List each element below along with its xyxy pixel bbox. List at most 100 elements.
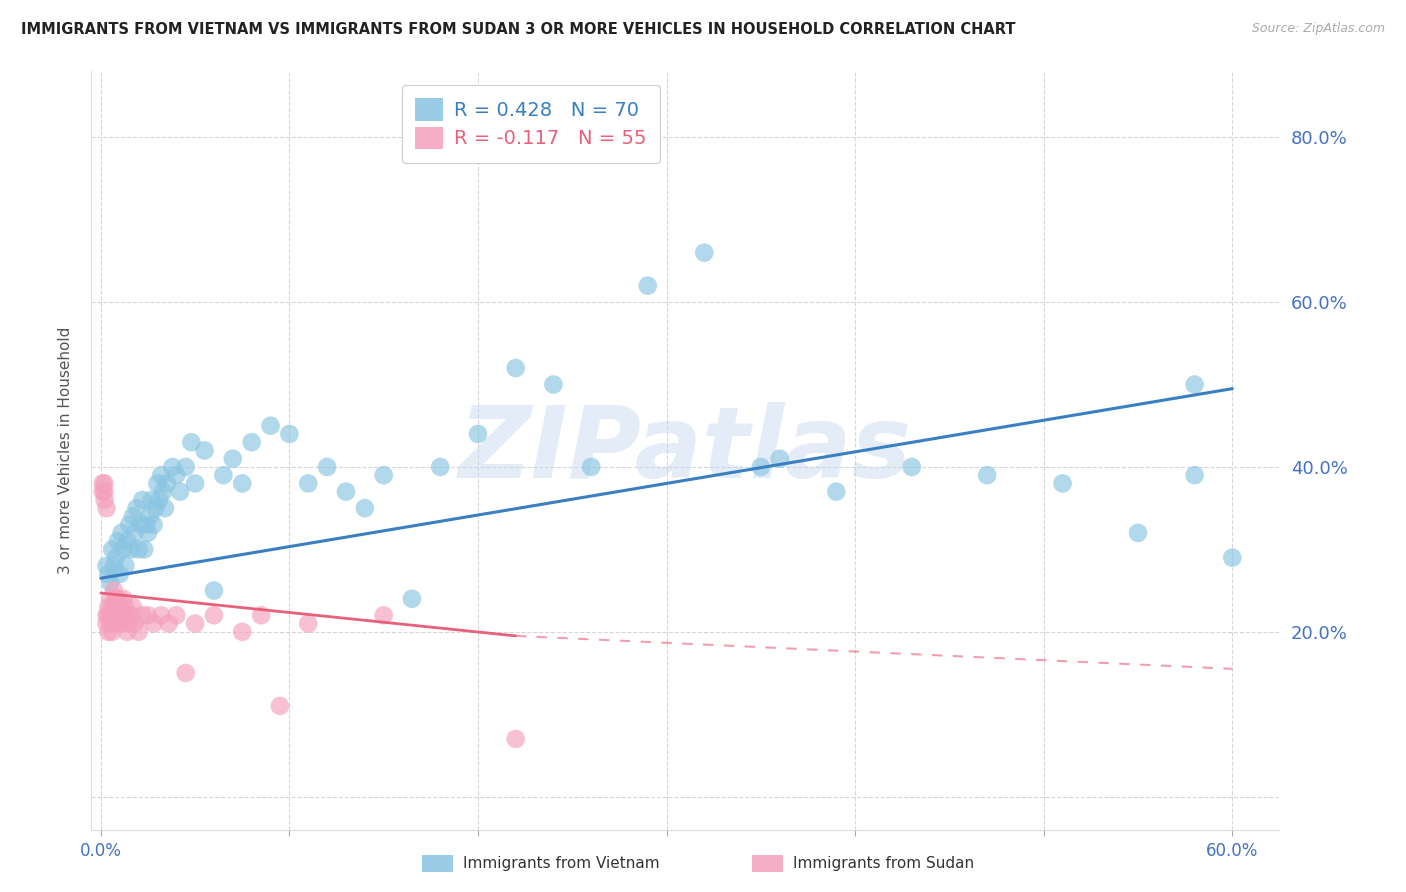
- Point: [101, 624, 124, 639]
- Point: [165, 468, 187, 483]
- Point: [120, 542, 142, 557]
- Point: [297, 616, 319, 631]
- Point: [749, 459, 772, 474]
- Text: Immigrants from Vietnam: Immigrants from Vietnam: [463, 856, 659, 871]
- Point: [353, 501, 375, 516]
- Point: [1052, 476, 1074, 491]
- Point: [131, 608, 153, 623]
- Point: [976, 468, 998, 483]
- Point: [165, 608, 187, 623]
- Point: [1220, 550, 1243, 565]
- Point: [145, 501, 167, 516]
- Point: [128, 542, 150, 557]
- Point: [101, 608, 124, 623]
- Point: [157, 616, 180, 631]
- Point: [101, 600, 124, 615]
- Point: [104, 616, 127, 631]
- Point: [769, 451, 792, 466]
- Point: [110, 608, 132, 623]
- Point: [122, 509, 145, 524]
- Point: [900, 459, 922, 474]
- Point: [637, 278, 659, 293]
- Point: [128, 624, 150, 639]
- Point: [505, 361, 527, 376]
- Point: [96, 558, 118, 573]
- Point: [124, 525, 146, 540]
- Point: [231, 624, 253, 639]
- Point: [134, 542, 156, 557]
- Point: [107, 534, 129, 549]
- Point: [122, 600, 145, 615]
- Point: [93, 492, 115, 507]
- Point: [124, 616, 146, 631]
- Point: [107, 591, 129, 606]
- Point: [97, 624, 120, 639]
- Point: [139, 509, 162, 524]
- Point: [250, 608, 273, 623]
- Point: [97, 567, 120, 582]
- Point: [543, 377, 565, 392]
- Point: [184, 616, 207, 631]
- Point: [96, 608, 118, 623]
- Point: [112, 616, 135, 631]
- Point: [93, 484, 115, 499]
- Point: [136, 608, 159, 623]
- Point: [193, 443, 215, 458]
- Point: [120, 608, 142, 623]
- Point: [135, 517, 157, 532]
- Point: [98, 608, 121, 623]
- Point: [335, 484, 357, 499]
- Point: [91, 476, 114, 491]
- Point: [103, 558, 125, 573]
- Point: [240, 435, 263, 450]
- Point: [93, 476, 115, 491]
- Point: [373, 468, 395, 483]
- Point: [693, 245, 716, 260]
- Point: [373, 608, 395, 623]
- Point: [108, 600, 131, 615]
- Bar: [422, 855, 453, 872]
- Point: [259, 418, 281, 433]
- Point: [104, 591, 127, 606]
- Point: [131, 492, 153, 507]
- Point: [114, 600, 136, 615]
- Point: [107, 608, 129, 623]
- Point: [98, 575, 121, 590]
- Point: [114, 558, 136, 573]
- Point: [114, 608, 136, 623]
- Y-axis label: 3 or more Vehicles in Household: 3 or more Vehicles in Household: [58, 326, 73, 574]
- Point: [269, 698, 291, 713]
- Point: [104, 550, 127, 565]
- Point: [429, 459, 451, 474]
- Point: [278, 427, 301, 442]
- Point: [115, 624, 138, 639]
- Point: [222, 451, 245, 466]
- Point: [202, 608, 225, 623]
- Point: [125, 501, 148, 516]
- Point: [103, 600, 125, 615]
- Point: [146, 476, 169, 491]
- Point: [118, 616, 141, 631]
- Point: [112, 542, 135, 557]
- Point: [112, 591, 135, 606]
- Point: [98, 616, 121, 631]
- Point: [505, 731, 527, 746]
- Point: [169, 484, 191, 499]
- Point: [91, 484, 114, 499]
- Point: [110, 525, 132, 540]
- Point: [110, 600, 132, 615]
- Point: [104, 600, 127, 615]
- Point: [401, 591, 423, 606]
- Legend: R = 0.428   N = 70, R = -0.117   N = 55: R = 0.428 N = 70, R = -0.117 N = 55: [402, 85, 661, 163]
- Point: [1184, 377, 1206, 392]
- Point: [174, 459, 197, 474]
- Point: [156, 476, 179, 491]
- Point: [316, 459, 339, 474]
- Point: [129, 517, 152, 532]
- Point: [115, 608, 138, 623]
- Text: Immigrants from Sudan: Immigrants from Sudan: [793, 856, 974, 871]
- Point: [136, 525, 159, 540]
- Point: [150, 608, 173, 623]
- Point: [141, 492, 163, 507]
- Bar: [752, 855, 783, 872]
